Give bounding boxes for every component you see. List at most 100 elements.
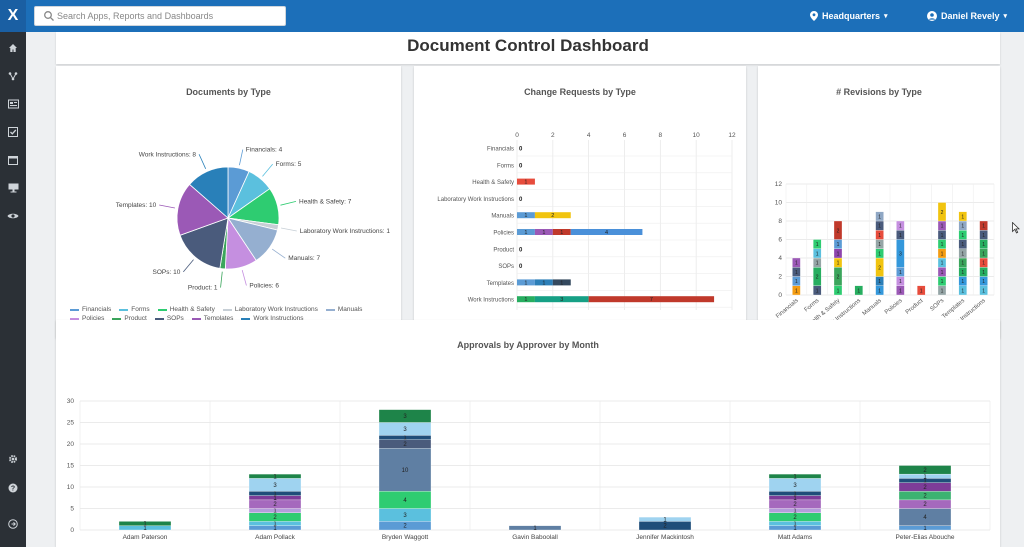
pie-slice-label: SOPs: 10 xyxy=(152,269,180,276)
calendar-icon[interactable] xyxy=(5,152,21,168)
y-tick-label: 0 xyxy=(778,292,782,299)
approvals-title: Approvals by Approver by Month xyxy=(457,340,599,350)
legend-item[interactable]: Work Instructions xyxy=(241,315,304,322)
legend-label: SOPs xyxy=(166,315,184,322)
legend-item[interactable]: Templates xyxy=(191,315,233,322)
legend-swatch xyxy=(222,308,232,311)
approvals-card: Approvals by Approver by Month 0 5 10 15 20 2… xyxy=(56,320,1000,547)
legend-item[interactable]: Financials xyxy=(70,306,111,313)
zero-value-label: 0 xyxy=(519,163,523,169)
user-menu[interactable]: Daniel Revely ▾ xyxy=(927,0,1007,32)
legend-item[interactable]: Manuals xyxy=(325,306,362,313)
bar-segment-label: 1 xyxy=(143,522,147,528)
y-tick-label: 10 xyxy=(67,484,75,491)
bar-segment xyxy=(378,409,432,423)
dashboard-icon[interactable] xyxy=(5,180,21,196)
category-label: SOPs xyxy=(498,264,514,270)
location-dropdown[interactable]: Headquarters ▾ xyxy=(810,0,888,32)
bar-segment-label: 10 xyxy=(402,468,409,474)
legend-item[interactable]: Laboratory Work Instructions xyxy=(222,306,318,313)
category-label: SOPs xyxy=(929,298,945,313)
pie-slice-label: Policies: 6 xyxy=(249,283,279,290)
pie-slice-label: Product: 1 xyxy=(188,285,218,292)
bar-segment-label: 2 xyxy=(923,494,927,500)
legend-item[interactable]: SOPs xyxy=(154,315,184,322)
legend-label: Financials xyxy=(82,306,112,313)
bar-segment-label: 1 xyxy=(982,251,985,257)
documents-by-type-title: Documents by Type xyxy=(186,87,271,97)
category-label: Financials xyxy=(775,298,800,320)
category-label: Manuals xyxy=(491,214,514,220)
eye-icon[interactable] xyxy=(5,208,21,224)
bar-segment-label: 1 xyxy=(982,261,985,267)
bar-segment-label: 1 xyxy=(941,279,944,285)
bar-segment-label: 1 xyxy=(961,288,964,294)
reports-icon[interactable] xyxy=(5,96,21,112)
workflow-icon[interactable] xyxy=(5,68,21,84)
bar-segment-label: 1 xyxy=(878,242,881,248)
legend-swatch xyxy=(70,317,79,320)
pie-slice-label: Financials: 4 xyxy=(246,147,283,154)
bar-segment-label: 1 xyxy=(793,522,797,528)
checklist-icon[interactable] xyxy=(5,124,21,140)
bar-segment xyxy=(508,525,562,531)
zero-value-label: 0 xyxy=(519,264,523,270)
legend-item[interactable]: Forms xyxy=(119,306,150,313)
bar-segment-label: 7 xyxy=(650,297,653,303)
help-icon[interactable]: ? xyxy=(5,480,21,496)
page-title: Document Control Dashboard xyxy=(407,36,649,55)
bar-segment-label: 2 xyxy=(923,502,927,508)
bar-segment-label: 1 xyxy=(961,242,964,248)
bar-segment-label: 2 xyxy=(551,213,554,219)
search-input[interactable] xyxy=(57,7,282,25)
app-logo[interactable]: X xyxy=(0,0,26,32)
zero-value-label: 0 xyxy=(519,197,523,203)
home-icon[interactable] xyxy=(5,40,21,56)
legend-item[interactable]: Product xyxy=(112,315,147,322)
pie-leader-line xyxy=(198,154,207,169)
bar-segment-label: 1 xyxy=(899,224,902,230)
bar-segment-label: 1 xyxy=(273,496,277,502)
bar-segment-label: 1 xyxy=(878,279,881,285)
category-label: Forms xyxy=(497,163,514,169)
bar-segment xyxy=(570,229,643,235)
search-box[interactable] xyxy=(34,6,286,26)
category-label: Product xyxy=(493,247,514,253)
bar-segment-label: 1 xyxy=(542,230,545,236)
approver-label: Adam Paterson xyxy=(123,534,168,541)
bar-segment-label: 1 xyxy=(961,251,964,257)
gear-icon[interactable] xyxy=(5,451,21,467)
legend-item[interactable]: Health & Safety xyxy=(157,306,215,313)
bar-segment xyxy=(813,239,822,249)
chevron-down-icon: ▾ xyxy=(884,13,888,20)
bar-segment-label: 1 xyxy=(878,214,881,220)
approver-label: Adam Pollack xyxy=(255,534,295,541)
sidebar: ? xyxy=(0,32,26,547)
bar-segment-label: 4 xyxy=(403,498,407,504)
legend-label: Forms xyxy=(131,306,150,313)
bar-segment-label: 2 xyxy=(793,502,797,508)
bar-segment xyxy=(768,473,822,479)
pie-leader-line xyxy=(159,204,176,209)
legend-label: Policies xyxy=(82,315,105,322)
legend-swatch xyxy=(325,308,335,311)
bar-segment-label: 1 xyxy=(837,251,840,257)
legend-swatch xyxy=(119,308,129,311)
legend-swatch xyxy=(154,317,164,320)
bar-segment-label: 1 xyxy=(982,270,985,276)
y-tick-label: 0 xyxy=(70,527,74,534)
bar-segment-label: 1 xyxy=(795,270,798,276)
bar-segment-label: 1 xyxy=(961,214,964,220)
bar-segment-label: 3 xyxy=(403,427,407,433)
bar-segment-label: 1 xyxy=(961,233,964,239)
bar-segment-label: 3 xyxy=(793,483,797,489)
svg-text:?: ? xyxy=(11,486,15,493)
logout-icon[interactable] xyxy=(5,516,21,532)
x-tick-label: 12 xyxy=(728,132,736,139)
bar-segment xyxy=(534,229,553,235)
legend-item[interactable]: Policies xyxy=(70,315,104,322)
user-name: Daniel Revely xyxy=(941,11,1000,21)
category-label: Forms xyxy=(804,298,821,314)
